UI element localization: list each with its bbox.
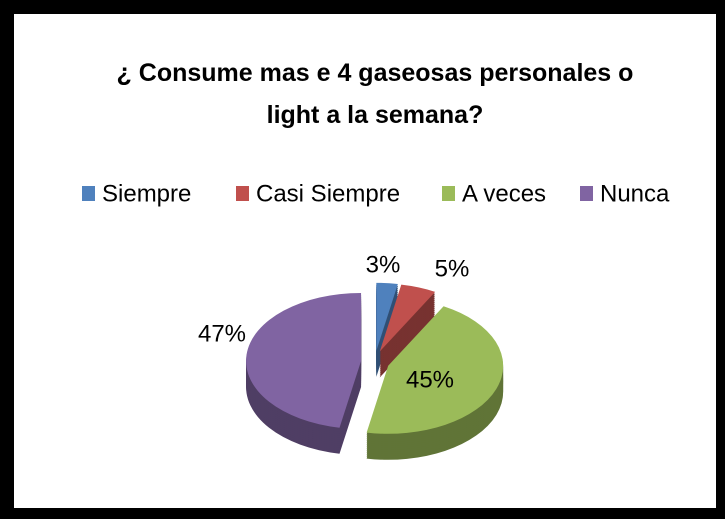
data-label: 45% bbox=[406, 366, 454, 393]
slice bbox=[366, 306, 504, 434]
chart-title: ¿ Consume mas e 4 gaseosas personales o … bbox=[116, 59, 634, 129]
data-label: 5% bbox=[435, 255, 470, 282]
chart-area bbox=[14, 14, 716, 508]
legend-label: A veces bbox=[462, 180, 546, 207]
legend-label: Nunca bbox=[600, 180, 670, 207]
data-label: 47% bbox=[198, 320, 246, 347]
data-label: 3% bbox=[366, 251, 401, 278]
slice bbox=[379, 284, 436, 352]
legend-swatch bbox=[442, 186, 455, 201]
legend-swatch bbox=[82, 186, 95, 201]
slice bbox=[246, 292, 362, 428]
slice bbox=[376, 282, 398, 351]
legend-swatch bbox=[236, 186, 249, 201]
legend-swatch bbox=[580, 186, 593, 201]
legend-label: Siempre bbox=[102, 180, 191, 207]
legend-label: Casi Siempre bbox=[256, 180, 400, 207]
